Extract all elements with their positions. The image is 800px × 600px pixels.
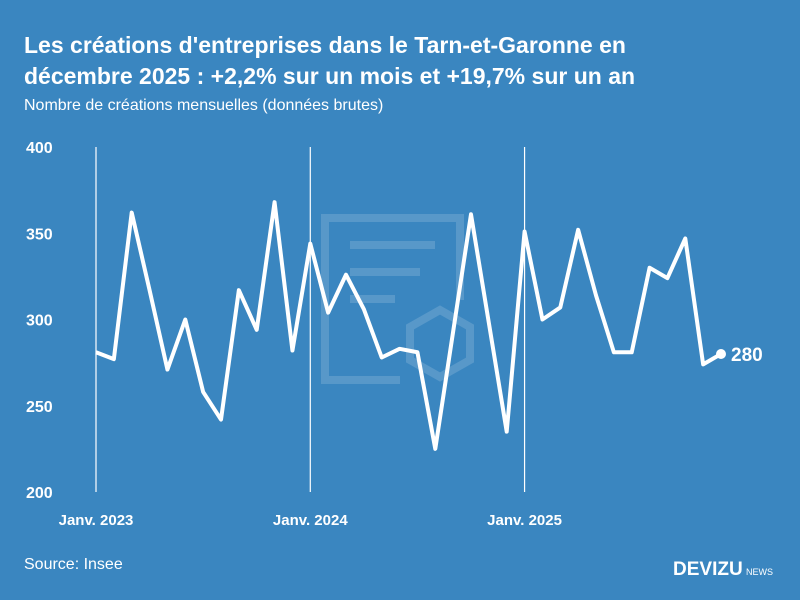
y-tick-label: 400 (26, 140, 53, 157)
end-point (716, 349, 726, 359)
y-tick-label: 300 (26, 313, 53, 330)
source: Source: Insee (24, 556, 123, 573)
x-tick-label: Janv. 2024 (273, 512, 348, 529)
chart-title: Les créations d'entreprises dans le Tarn… (24, 32, 626, 58)
chart-subtitle: Nombre de créations mensuelles (données … (24, 97, 383, 114)
y-tick-label: 200 (26, 485, 53, 502)
brand-suffix: NEWS (746, 567, 773, 577)
chart-title: décembre 2025 : +2,2% sur un mois et +19… (24, 63, 635, 89)
y-tick-label: 350 (26, 226, 53, 243)
line (95, 200, 723, 451)
x-tick-label: Janv. 2023 (59, 512, 134, 529)
x-tick-label: Janv. 2025 (487, 512, 562, 529)
brand: DEVIZU (673, 559, 743, 580)
value-label: 280 (731, 345, 763, 366)
y-tick-label: 250 (26, 399, 53, 416)
